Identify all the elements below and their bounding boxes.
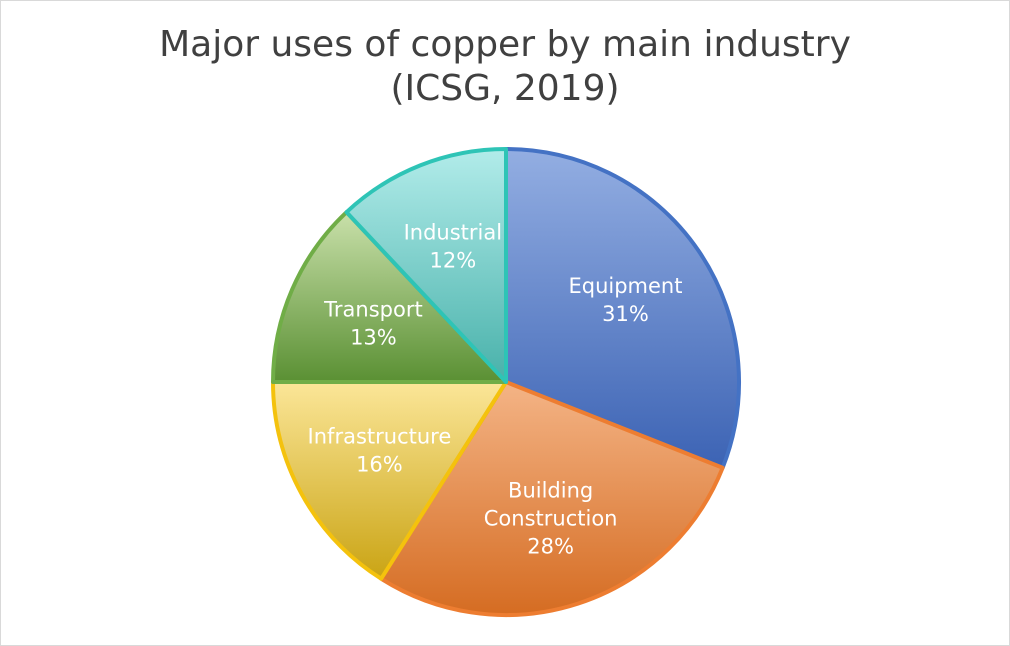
pie-slice-infrastructure (271, 380, 508, 581)
pie-slice-equipment (504, 147, 741, 470)
pie-value-label: 16% (356, 453, 403, 477)
chart-title-line-2: (ICSG, 2019) (390, 68, 620, 109)
pie-slice-transport (271, 210, 508, 384)
chart-title-line-1: Major uses of copper by main industry (159, 24, 851, 65)
pie-label-infrastructure: Infrastructure 16% (308, 425, 452, 477)
pie-category-label: Industrial (404, 221, 503, 245)
pie-label-industrial: Industrial 12% (404, 221, 503, 273)
chart-title: Major uses of copper by main industry (I… (1, 23, 1009, 111)
pie-label-equipment: Equipment 31% (568, 274, 682, 326)
pie-label-transport: Transport 13% (323, 298, 423, 350)
pie-value-label: 31% (602, 302, 649, 326)
pie-category-label: Equipment (568, 274, 682, 298)
pie-category-label: Infrastructure (308, 425, 452, 449)
pie-slice-building-construction (379, 380, 725, 617)
pie-value-label: 28% (527, 534, 574, 558)
pie-slice-industrial (344, 147, 508, 384)
pie-category-label: Construction (484, 506, 618, 530)
pie-category-label: Building (508, 478, 593, 502)
pie-label-building-construction: Building Construction 28% (484, 478, 618, 558)
pie-value-label: 12% (429, 249, 476, 273)
pie-category-label: Transport (323, 298, 423, 322)
pie-value-label: 13% (350, 326, 397, 350)
